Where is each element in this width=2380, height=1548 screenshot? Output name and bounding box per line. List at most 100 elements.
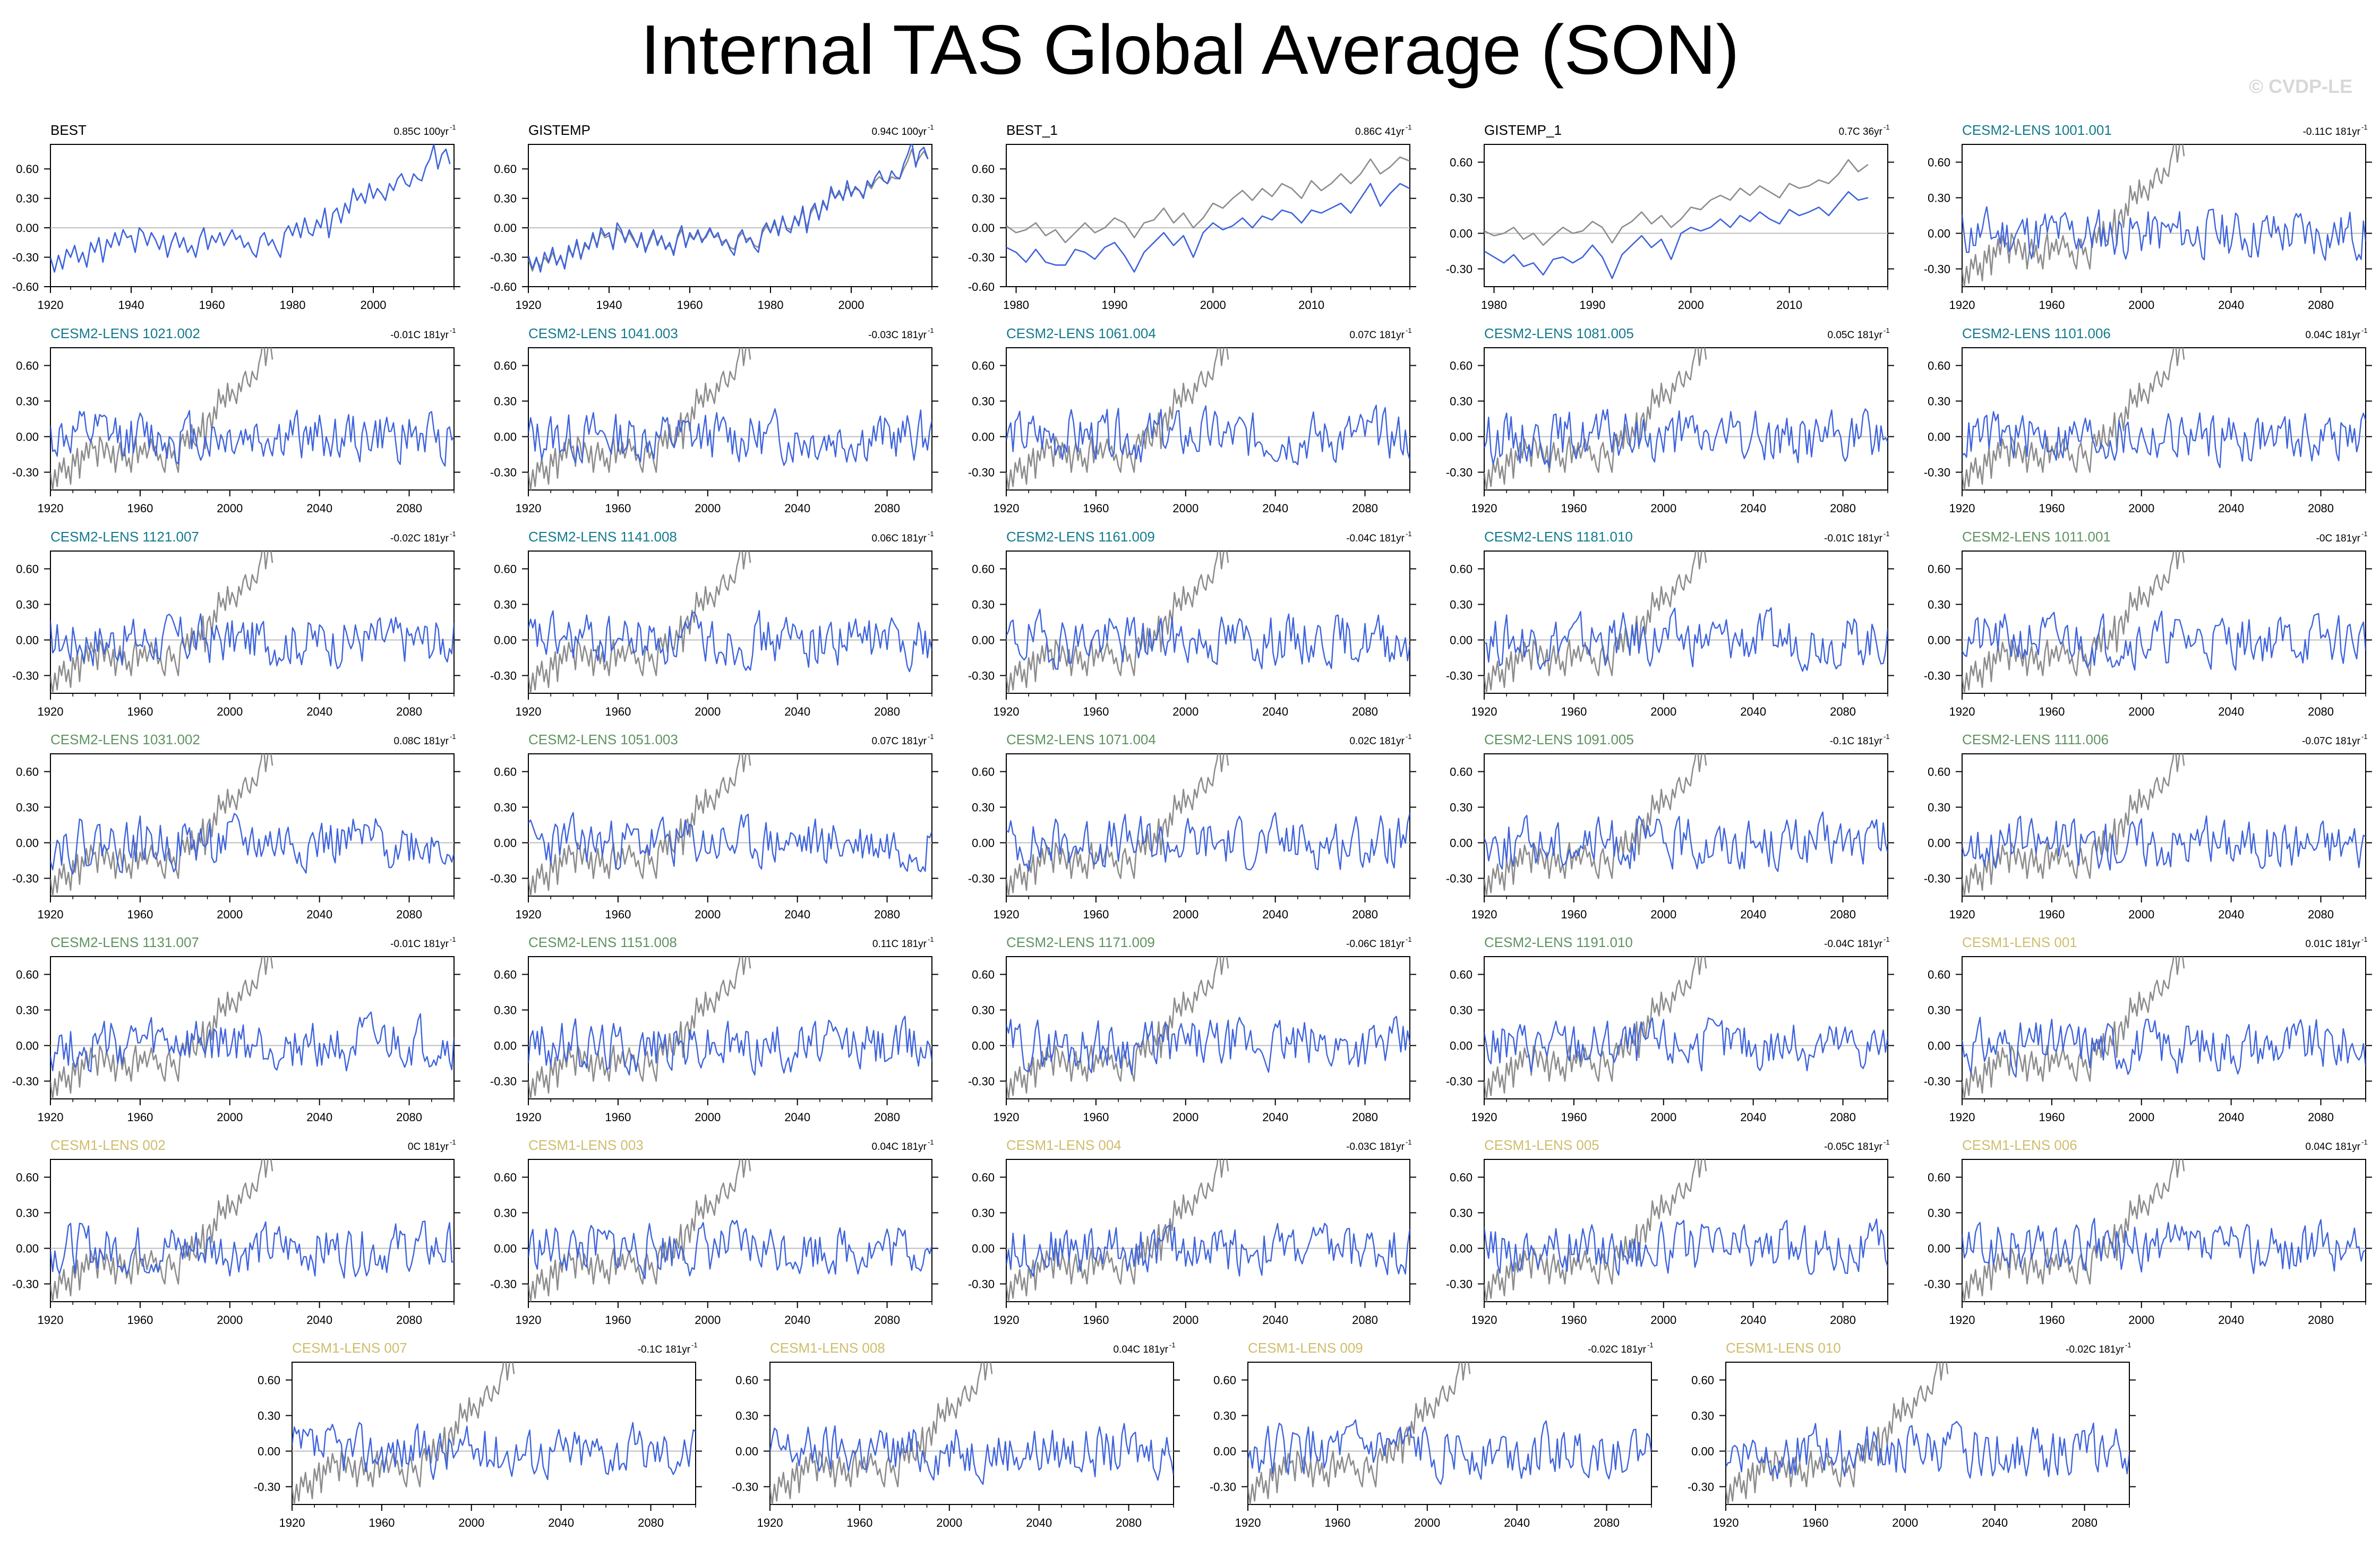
panel-16: 0.60 0.30 0.00 -0.30 1920 1960 2000 2040 2080 CES… (490, 732, 938, 921)
model-series-line (528, 1016, 932, 1076)
panel-2: 0.60 0.30 0.00 -0.30 -0.60 1980 1990 2000 2010 BE… (968, 122, 1416, 312)
panel-frame (50, 753, 455, 897)
panel-frame (1006, 753, 1410, 897)
trend-superscript: -1 (450, 530, 456, 538)
y-tick-label: 0.30 (735, 1409, 758, 1423)
x-tick-label: 2000 (1650, 908, 1676, 921)
x-tick-label: 2000 (2128, 908, 2154, 921)
x-tick-label: 2000 (1172, 908, 1198, 921)
trend-superscript: -1 (2361, 530, 2368, 538)
y-tick-label: 0.60 (1928, 563, 1950, 576)
y-tick-label: 0.60 (494, 162, 517, 176)
panel-label: CESM1-LENS 010 (1726, 1340, 1841, 1356)
panel-32: 0.60 0.30 0.00 -0.30 1920 1960 2000 2040 2080 CES… (1210, 1340, 1658, 1529)
y-tick-label: -0.30 (968, 1278, 995, 1291)
x-tick-label: 1920 (38, 1111, 64, 1124)
observed-overlay-line (1006, 551, 1229, 693)
x-tick-label: 1990 (1101, 298, 1127, 312)
trend-superscript: -1 (1647, 1341, 1654, 1349)
y-tick-label: 0.60 (494, 1171, 517, 1184)
y-tick-label: 0.60 (1450, 156, 1472, 169)
x-tick-label: 2080 (1352, 1111, 1378, 1124)
y-tick-label: 0.00 (1691, 1445, 1714, 1458)
series-group (50, 1159, 454, 1302)
trend-superscript: -1 (928, 326, 934, 334)
y-tick-label: 0.00 (1450, 227, 1472, 240)
observed-overlay-line (1484, 159, 1869, 246)
y-tick-label: 0.30 (972, 192, 995, 205)
observed-overlay-line (528, 551, 751, 693)
x-tick-label: 2080 (2308, 1313, 2334, 1327)
panel-17: 0.60 0.30 0.00 -0.30 1920 1960 2000 2040 2080 CES… (968, 732, 1416, 921)
trend-label: -0.02C 181yr (390, 533, 449, 544)
y-tick-label: 0.60 (1928, 766, 1950, 779)
x-tick-label: 2040 (2218, 908, 2244, 921)
y-tick-label: 0.60 (1928, 1171, 1950, 1184)
model-series-line (50, 409, 454, 467)
y-tick-label: 0.60 (494, 563, 517, 576)
x-tick-label: 1920 (516, 1313, 542, 1327)
panel-label: CESM2-LENS 1161.009 (1006, 529, 1155, 545)
x-tick-label: 2000 (695, 1111, 721, 1124)
trend-label: 0.01C 181yr (2305, 939, 2360, 950)
x-tick-label: 1960 (605, 1313, 631, 1327)
series-group (528, 754, 932, 896)
x-tick-label: 1920 (757, 1516, 783, 1529)
trend-superscript: -1 (2361, 935, 2368, 943)
panel-19: 0.60 0.30 0.00 -0.30 1920 1960 2000 2040 2080 CES… (1924, 732, 2372, 921)
observed-overlay-line (50, 348, 273, 490)
panel-label: CESM2-LENS 1101.006 (1962, 325, 2111, 341)
y-tick-label: 0.60 (1691, 1374, 1714, 1387)
y-tick-label: -0.30 (254, 1481, 280, 1494)
series-group (1484, 754, 1888, 896)
panel-frame (1962, 753, 2366, 897)
x-tick-label: 2000 (1414, 1516, 1440, 1529)
x-tick-label: 2000 (1172, 502, 1198, 515)
y-tick-label: 0.00 (494, 837, 517, 850)
y-tick-label: 0.30 (494, 801, 517, 814)
series-group (528, 1159, 932, 1302)
panel-18: 0.60 0.30 0.00 -0.30 1920 1960 2000 2040 2080 CES… (1446, 732, 1894, 921)
trend-label: -0.01C 181yr (390, 939, 449, 950)
x-tick-label: 1920 (1949, 502, 1975, 515)
panel-frame (1962, 144, 2366, 287)
x-tick-label: 2080 (874, 705, 900, 718)
y-tick-label: -0.30 (490, 1278, 517, 1291)
trend-label: -0.03C 181yr (868, 330, 927, 341)
observed-overlay-line (1962, 144, 2185, 287)
observed-overlay-line (528, 1159, 751, 1302)
y-tick-label: -0.30 (12, 466, 39, 479)
observed-overlay-line (1962, 957, 2185, 1099)
model-series-line (1962, 1218, 2366, 1275)
panel-frame (1006, 144, 1410, 287)
x-tick-label: 1940 (596, 298, 622, 312)
trend-label: -0.04C 181yr (1824, 939, 1883, 950)
observed-overlay-line (50, 957, 273, 1099)
panel-27: 0.60 0.30 0.00 -0.30 1920 1960 2000 2040 2080 CES… (968, 1137, 1416, 1327)
trend-superscript: -1 (1406, 1138, 1412, 1146)
trend-label: -0.02C 181yr (1588, 1344, 1647, 1355)
x-tick-label: 1920 (516, 705, 542, 718)
x-tick-label: 2040 (1262, 908, 1288, 921)
y-tick-label: -0.30 (12, 251, 39, 264)
x-tick-label: 1960 (1083, 705, 1109, 718)
panel-label: CESM1-LENS 003 (528, 1137, 644, 1153)
y-tick-label: 0.60 (16, 359, 39, 373)
x-tick-label: 2080 (874, 1313, 900, 1327)
x-tick-label: 1960 (369, 1516, 395, 1529)
y-tick-label: 0.00 (972, 221, 995, 235)
y-tick-label: -0.30 (12, 1278, 39, 1291)
panel-31: 0.60 0.30 0.00 -0.30 1920 1960 2000 2040 2080 CES… (732, 1340, 1180, 1529)
y-tick-label: 0.00 (494, 1242, 517, 1255)
y-tick-label: 0.00 (1450, 1242, 1472, 1255)
y-tick-label: 0.30 (1691, 1409, 1714, 1423)
x-tick-label: 1960 (677, 298, 703, 312)
panel-label: CESM2-LENS 1121.007 (50, 529, 199, 545)
x-tick-label: 2000 (695, 502, 721, 515)
x-tick-label: 1960 (127, 1111, 153, 1124)
y-tick-label: 0.30 (494, 395, 517, 408)
x-tick-label: 2080 (1830, 908, 1856, 921)
panel-label: CESM2-LENS 1131.007 (50, 934, 199, 950)
x-tick-label: 2040 (2218, 502, 2244, 515)
series-group (1006, 551, 1410, 693)
